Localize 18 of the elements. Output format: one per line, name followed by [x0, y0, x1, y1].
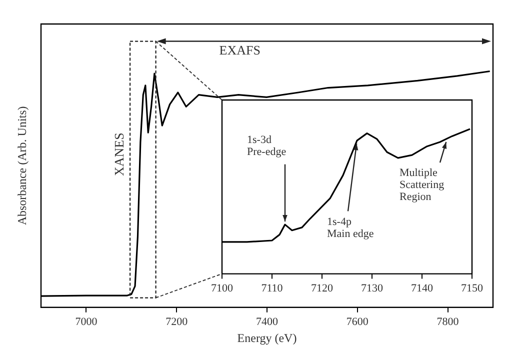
x-tick-label: 7150 — [461, 282, 484, 294]
x-tick-label: 7000 — [75, 316, 98, 328]
x-tick-label: 7400 — [256, 316, 278, 328]
x-tick-label: 7110 — [261, 282, 284, 294]
x-tick-label: 7140 — [411, 282, 434, 294]
text: EXAFS — [219, 42, 260, 58]
x-axis-title: Energy (eV) — [237, 330, 297, 345]
annotation: 1s-3d Pre-edge — [247, 134, 286, 158]
x-tick-label: 7130 — [361, 282, 384, 294]
x-tick-label: 7600 — [346, 316, 369, 328]
annotation: XANES — [112, 132, 127, 176]
annotation: 1s-4p Main edge — [327, 216, 374, 240]
x-tick-label: 7200 — [166, 316, 188, 328]
x-tick-label: 7120 — [311, 282, 334, 294]
annotation: Multiple Scattering Region — [400, 167, 445, 204]
y-axis-title: Absorbance (Arb. Units) — [15, 106, 30, 226]
x-tick-label: 7800 — [436, 316, 460, 328]
x-tick-label: 7100 — [211, 282, 234, 294]
